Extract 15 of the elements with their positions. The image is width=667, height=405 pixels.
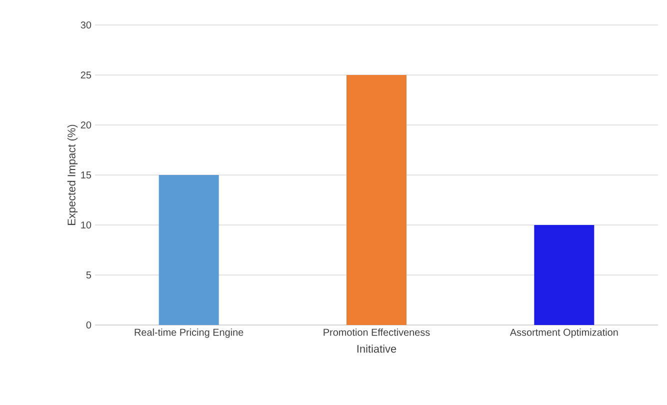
bar (346, 75, 407, 325)
x-tick-label: Real-time Pricing Engine (134, 328, 244, 338)
bar (534, 225, 594, 325)
y-tick-label: 20 (80, 121, 92, 129)
y-tick-label: 30 (80, 21, 92, 29)
y-tick-label: 15 (81, 172, 92, 178)
y-tick-label: 10 (81, 221, 92, 229)
y-tick-label: 5 (86, 272, 92, 278)
x-tick-label: Assortment Optimization (510, 328, 618, 338)
x-axis-title: Initiative (357, 344, 396, 353)
y-tick-label: 0 (86, 321, 92, 329)
x-tick-label: Promotion Effectiveness (324, 328, 430, 336)
y-tick-label: 25 (80, 71, 92, 79)
bar (158, 175, 219, 325)
y-axis-title: Expected Impact (%) (67, 124, 78, 225)
